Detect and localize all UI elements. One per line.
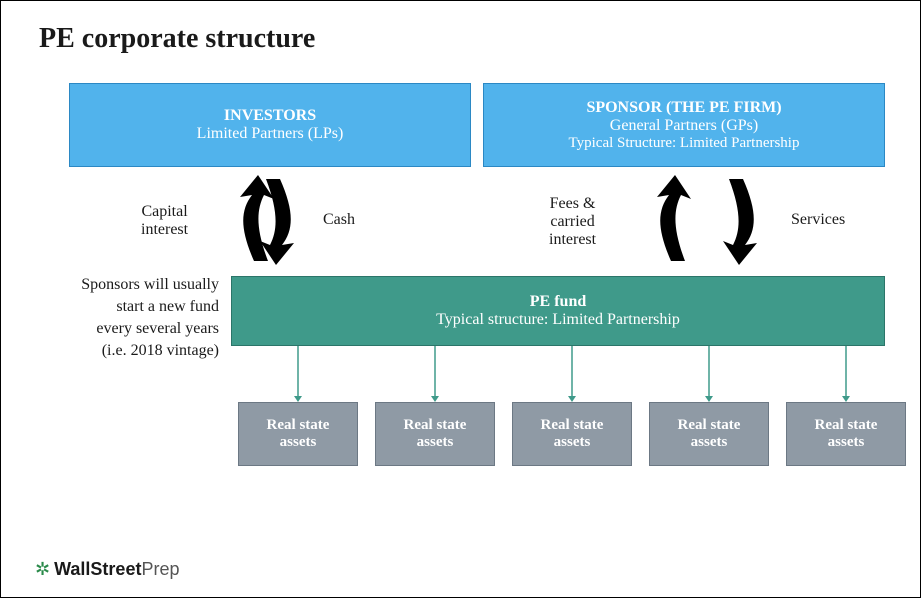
logo-icon: ✲ [35,559,50,580]
sponsor-title: SPONSOR (THE PE FIRM) [586,99,781,117]
asset-box: Real state assets [375,402,495,466]
label-capital-interest: Capitalinterest [141,203,188,239]
label-fees: Fees &carriedinterest [549,195,596,249]
fund-box: PE fund Typical structure: Limited Partn… [231,276,885,346]
label-services: Services [791,211,845,229]
logo-text-1: WallStreet [54,559,141,579]
logo-text: WallStreetPrep [54,559,179,580]
label-cash: Cash [323,211,355,229]
sponsor-sub1: General Partners (GPs) [610,117,758,135]
asset-box: Real state assets [238,402,358,466]
logo: ✲ WallStreetPrep [35,559,179,580]
investors-box: INVESTORS Limited Partners (LPs) [69,83,471,167]
diagram-frame: PE corporate structure INVESTORS Limited… [0,0,921,598]
flow-arrows-left [217,173,317,267]
sponsor-sub2: Typical Structure: Limited Partnership [569,135,800,152]
side-note: Sponsors will usuallystart a new fundeve… [39,274,219,362]
asset-box: Real state assets [512,402,632,466]
sponsor-box: SPONSOR (THE PE FIRM) General Partners (… [483,83,885,167]
asset-box: Real state assets [649,402,769,466]
asset-box: Real state assets [786,402,906,466]
fund-sub: Typical structure: Limited Partnership [436,311,680,329]
logo-text-2: Prep [141,559,179,579]
flow-arrows-right [633,173,781,267]
page-title: PE corporate structure [39,23,315,55]
fund-title: PE fund [530,293,586,311]
investors-sub: Limited Partners (LPs) [197,125,344,143]
investors-title: INVESTORS [224,107,316,125]
